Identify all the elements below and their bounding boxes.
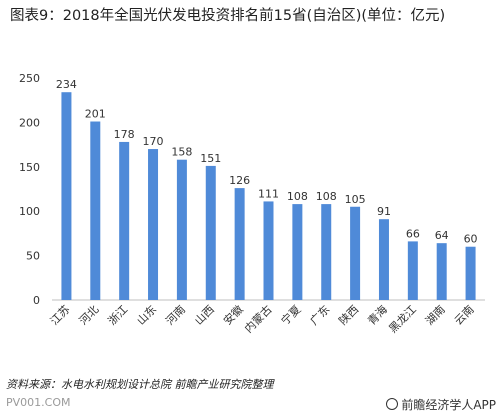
bar: [378, 219, 389, 300]
bar: [119, 141, 130, 300]
data-label: 111: [258, 187, 279, 200]
bar: [234, 188, 245, 300]
y-tick-label: 200: [19, 116, 40, 129]
x-tick-label: 安徽: [220, 302, 245, 327]
data-label: 66: [406, 227, 420, 240]
data-label: 158: [171, 146, 192, 159]
x-tick-label: 内蒙古: [241, 302, 274, 335]
data-label: 108: [287, 190, 308, 203]
x-tick-label: 山东: [134, 303, 159, 328]
x-tick-label: 广东: [308, 303, 333, 328]
data-label: 178: [114, 128, 135, 141]
footer-site-watermark: PV001.COM: [6, 396, 71, 409]
y-tick-label: 250: [19, 72, 40, 85]
y-tick-label: 100: [19, 205, 40, 218]
bar: [407, 241, 418, 300]
brand-logo-icon: [386, 398, 399, 410]
x-tick-label: 河南: [163, 303, 188, 328]
x-tick-label: 宁夏: [278, 302, 303, 327]
bar: [263, 201, 274, 300]
x-tick-label: 湖南: [423, 303, 448, 328]
x-tick-label: 江苏: [48, 303, 73, 328]
data-label: 201: [85, 108, 106, 121]
data-label: 151: [200, 152, 221, 165]
x-tick-label: 浙江: [106, 303, 131, 328]
bar: [321, 204, 332, 300]
bar: [292, 204, 303, 300]
data-label: 108: [316, 190, 337, 203]
data-label: 105: [345, 193, 366, 206]
x-tick-label: 云南: [452, 303, 477, 328]
footer-brand: 前瞻经济学人APP: [386, 396, 496, 413]
x-tick-label: 陕西: [336, 302, 361, 327]
data-label: 170: [143, 135, 164, 148]
bar: [205, 165, 216, 300]
bar: [465, 246, 476, 300]
bar: [61, 92, 72, 300]
y-tick-label: 150: [19, 161, 40, 174]
data-label: 91: [377, 205, 391, 218]
bar: [176, 159, 187, 300]
bar: [148, 149, 159, 300]
y-tick-label: 0: [33, 294, 40, 307]
bar: [350, 206, 361, 300]
x-tick-label: 山西: [192, 303, 217, 328]
data-label: 60: [464, 233, 478, 246]
data-label: 234: [56, 78, 77, 91]
source-note: 资料来源：水电水利规划设计总院 前瞻产业研究院整理: [6, 378, 274, 391]
y-tick-label: 50: [26, 250, 40, 263]
chart-title: 图表9：2018年全国光伏发电投资排名前15省(自治区)(单位：亿元): [10, 8, 446, 24]
x-tick-label: 青海: [365, 302, 390, 327]
bar: [436, 243, 447, 300]
x-tick-label: 河北: [77, 303, 102, 328]
bar: [90, 121, 101, 301]
x-tick-label: 黑龙江: [386, 303, 419, 336]
data-label: 126: [229, 174, 250, 187]
data-label: 64: [435, 229, 449, 242]
footer-brand-label: 前瞻经济学人APP: [401, 398, 496, 412]
